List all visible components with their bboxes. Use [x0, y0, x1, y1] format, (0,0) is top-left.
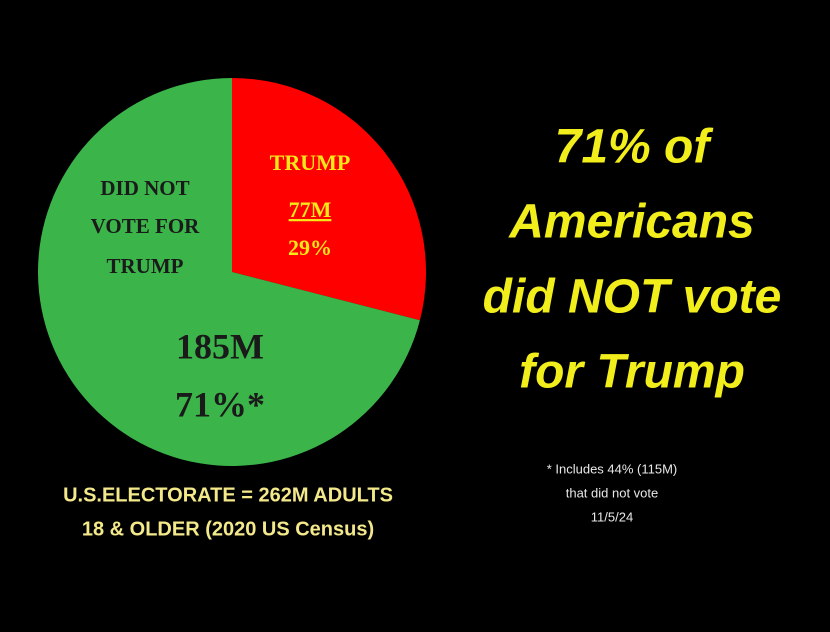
slice-category: TRUMP — [107, 254, 184, 278]
headline: 71% of — [555, 121, 714, 174]
slice-value: 29% — [288, 235, 332, 260]
footnote: that did not vote — [566, 485, 659, 500]
pie-slice — [232, 78, 426, 321]
slice-value: 71%* — [175, 384, 265, 424]
slice-category: VOTE FOR — [91, 214, 201, 238]
slice-category: DID NOT — [100, 176, 189, 200]
headline: for Trump — [519, 346, 745, 399]
slice-count: 77M — [289, 197, 332, 222]
footer: 18 & OLDER (2020 US Census) — [82, 518, 374, 540]
slice-count: 185M — [176, 326, 264, 366]
footnote: 11/5/24 — [591, 509, 633, 524]
slice-category: TRUMP — [270, 150, 351, 175]
footnote: * Includes 44% (115M) — [547, 461, 678, 476]
footer: U.S.ELECTORATE = 262M ADULTS — [63, 484, 393, 506]
headline: Americans — [508, 196, 754, 249]
headline: did NOT vote — [483, 271, 782, 324]
pie-slice — [37, 78, 420, 466]
